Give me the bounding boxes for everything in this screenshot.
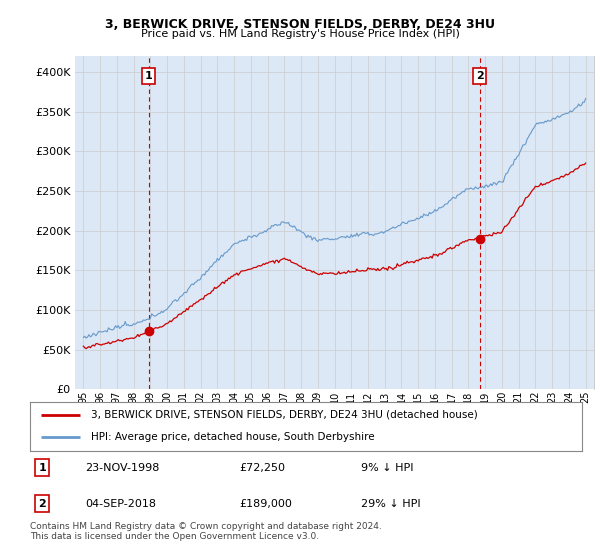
- Text: HPI: Average price, detached house, South Derbyshire: HPI: Average price, detached house, Sout…: [91, 432, 374, 442]
- Text: £189,000: £189,000: [240, 499, 293, 509]
- Text: 2: 2: [38, 499, 46, 509]
- Text: 29% ↓ HPI: 29% ↓ HPI: [361, 499, 421, 509]
- Text: 3, BERWICK DRIVE, STENSON FIELDS, DERBY, DE24 3HU: 3, BERWICK DRIVE, STENSON FIELDS, DERBY,…: [105, 18, 495, 31]
- Text: £72,250: £72,250: [240, 463, 286, 473]
- Text: 3, BERWICK DRIVE, STENSON FIELDS, DERBY, DE24 3HU (detached house): 3, BERWICK DRIVE, STENSON FIELDS, DERBY,…: [91, 410, 478, 420]
- Text: 04-SEP-2018: 04-SEP-2018: [85, 499, 156, 509]
- Text: 1: 1: [38, 463, 46, 473]
- Text: 23-NOV-1998: 23-NOV-1998: [85, 463, 160, 473]
- Text: Price paid vs. HM Land Registry's House Price Index (HPI): Price paid vs. HM Land Registry's House …: [140, 29, 460, 39]
- Text: 2: 2: [476, 71, 484, 81]
- Text: Contains HM Land Registry data © Crown copyright and database right 2024.
This d: Contains HM Land Registry data © Crown c…: [30, 522, 382, 542]
- Text: 9% ↓ HPI: 9% ↓ HPI: [361, 463, 414, 473]
- Text: 1: 1: [145, 71, 152, 81]
